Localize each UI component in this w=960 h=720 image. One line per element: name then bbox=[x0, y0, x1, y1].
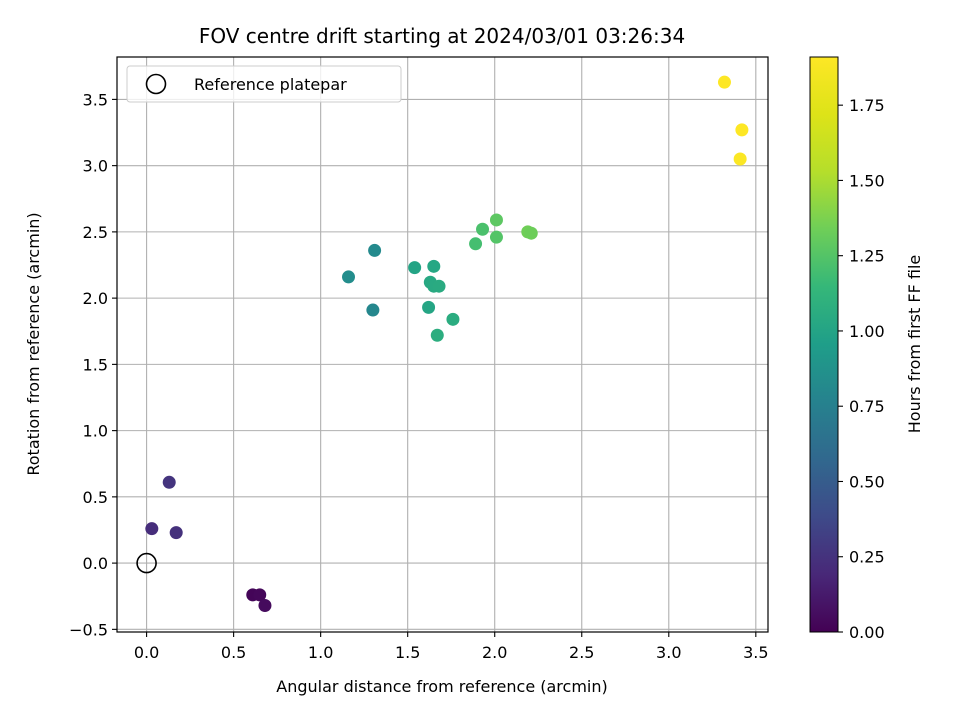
x-axis-label: Angular distance from reference (arcmin) bbox=[276, 677, 607, 696]
plot-area bbox=[117, 57, 768, 632]
y-tick-label: 0.0 bbox=[83, 554, 108, 573]
y-tick-label: 0.5 bbox=[83, 488, 108, 507]
data-point bbox=[342, 270, 356, 284]
colorbar-ticks: 0.00 0.25 0.50 0.75 1.00 1.25 1.50 1.75 bbox=[838, 96, 885, 642]
data-point bbox=[733, 152, 747, 166]
y-axis-label: Rotation from reference (arcmin) bbox=[24, 212, 43, 475]
legend: Reference platepar bbox=[126, 65, 402, 103]
colorbar-label: Hours from first FF file bbox=[905, 255, 924, 434]
x-tick-label: 0.0 bbox=[134, 643, 159, 662]
data-point bbox=[422, 300, 436, 314]
colorbar-tick-label: 1.75 bbox=[849, 96, 885, 115]
chart-title: FOV centre drift starting at 2024/03/01 … bbox=[199, 24, 685, 48]
data-point bbox=[446, 312, 460, 326]
colorbar-tick-label: 1.00 bbox=[849, 322, 885, 341]
plot-frame bbox=[116, 56, 769, 633]
colorbar-tick-label: 1.25 bbox=[849, 247, 885, 266]
y-axis-ticks: −0.5 0.0 0.5 1.0 1.5 2.0 2.5 3.0 3.5 bbox=[69, 90, 117, 639]
x-tick-label: 1.5 bbox=[395, 643, 420, 662]
x-tick-label: 2.5 bbox=[569, 643, 594, 662]
x-tick-label: 2.0 bbox=[482, 643, 507, 662]
y-tick-label: 1.5 bbox=[83, 355, 108, 374]
x-axis-ticks: 0.0 0.5 1.0 1.5 2.0 2.5 3.0 3.5 bbox=[134, 632, 769, 662]
colorbar-tick-label: 0.00 bbox=[849, 623, 885, 642]
colorbar-tick-label: 0.50 bbox=[849, 472, 885, 491]
data-point bbox=[427, 259, 441, 273]
data-point bbox=[162, 475, 176, 489]
data-point bbox=[368, 243, 382, 257]
data-point bbox=[735, 123, 749, 137]
colorbar-tick-label: 1.50 bbox=[849, 171, 885, 190]
legend-label-reference-platepar: Reference platepar bbox=[194, 75, 347, 94]
data-point bbox=[524, 226, 538, 240]
data-point bbox=[430, 328, 444, 342]
x-tick-label: 3.0 bbox=[656, 643, 681, 662]
y-tick-label: 2.5 bbox=[83, 223, 108, 242]
data-point bbox=[489, 230, 503, 244]
data-point bbox=[489, 213, 503, 227]
data-point bbox=[469, 237, 483, 251]
legend-marker-reference-platepar bbox=[145, 73, 167, 95]
grid bbox=[117, 57, 768, 632]
y-tick-label: 3.0 bbox=[83, 157, 108, 176]
colorbar-tick-label: 0.75 bbox=[849, 397, 885, 416]
data-point bbox=[253, 588, 267, 602]
data-point bbox=[408, 261, 422, 275]
y-tick-label: 2.0 bbox=[83, 289, 108, 308]
reference-platepar-marker bbox=[136, 552, 157, 574]
y-tick-label: 3.5 bbox=[83, 90, 108, 109]
x-tick-label: 3.5 bbox=[743, 643, 768, 662]
data-point bbox=[717, 75, 731, 89]
data-point bbox=[476, 222, 490, 236]
data-point bbox=[366, 303, 380, 317]
data-points bbox=[145, 75, 749, 613]
legend-box bbox=[126, 65, 402, 103]
y-tick-label: −0.5 bbox=[69, 620, 108, 639]
data-point bbox=[169, 526, 183, 540]
colorbar bbox=[809, 56, 839, 633]
y-tick-label: 1.0 bbox=[83, 422, 108, 441]
x-tick-label: 0.5 bbox=[221, 643, 246, 662]
colorbar-tick-label: 0.25 bbox=[849, 548, 885, 567]
data-point bbox=[258, 599, 272, 613]
x-tick-label: 1.0 bbox=[308, 643, 333, 662]
data-point bbox=[145, 522, 159, 536]
data-point bbox=[432, 279, 446, 293]
